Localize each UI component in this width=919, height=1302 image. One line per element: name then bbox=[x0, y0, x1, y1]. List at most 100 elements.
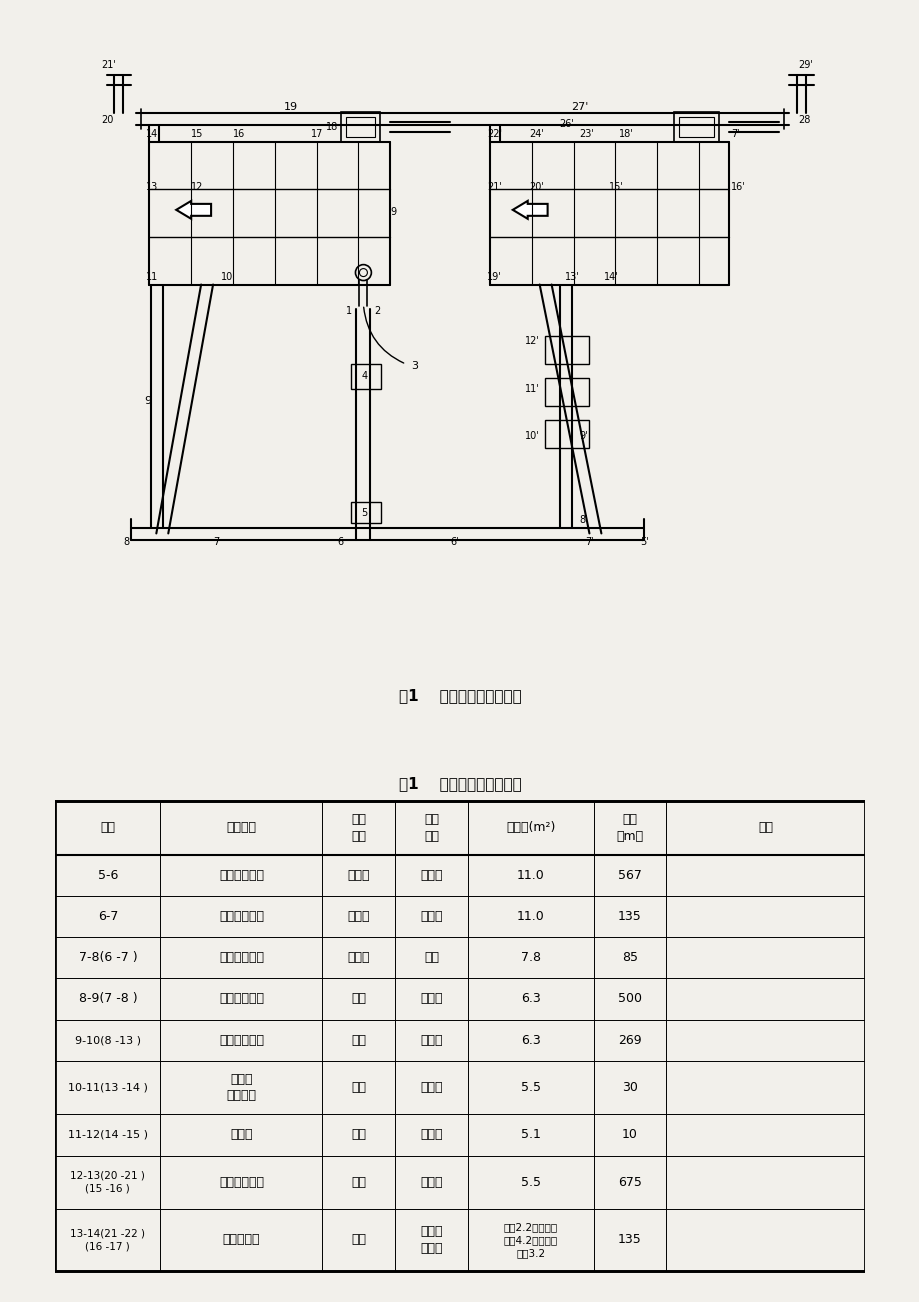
Text: 井巷名称: 井巷名称 bbox=[226, 822, 256, 835]
Text: 5.1: 5.1 bbox=[520, 1129, 540, 1142]
Text: 10': 10' bbox=[525, 431, 539, 441]
Text: 6-7: 6-7 bbox=[97, 910, 118, 923]
Text: 8-9(7 -8 ): 8-9(7 -8 ) bbox=[78, 992, 137, 1005]
Text: 9: 9 bbox=[390, 207, 396, 217]
Text: 断面
形状: 断面 形状 bbox=[351, 812, 366, 842]
Text: 8: 8 bbox=[123, 538, 130, 547]
Text: 梯形: 梯形 bbox=[351, 992, 366, 1005]
Text: 16: 16 bbox=[233, 129, 245, 139]
Text: 18: 18 bbox=[325, 122, 337, 133]
FancyArrow shape bbox=[512, 201, 547, 219]
Text: 11': 11' bbox=[525, 384, 539, 395]
Text: 采高2.2，最大控
顶距4.2，最小控
顶距3.2: 采高2.2，最大控 顶距4.2，最小控 顶距3.2 bbox=[504, 1223, 557, 1258]
Text: 9-10(8 -13 ): 9-10(8 -13 ) bbox=[74, 1035, 141, 1046]
Text: 半圆拱: 半圆拱 bbox=[347, 868, 369, 881]
Text: 煤层运输大巷: 煤层运输大巷 bbox=[219, 910, 264, 923]
Text: 14: 14 bbox=[146, 129, 158, 139]
Text: 工字钢: 工字钢 bbox=[420, 1176, 442, 1189]
Text: 半圆拱: 半圆拱 bbox=[347, 952, 369, 965]
Text: 20': 20' bbox=[529, 182, 544, 191]
Text: 28: 28 bbox=[798, 116, 810, 125]
Text: 梯形: 梯形 bbox=[351, 1129, 366, 1142]
Text: 工字钢: 工字钢 bbox=[420, 992, 442, 1005]
FancyArrow shape bbox=[176, 201, 210, 219]
Text: 梯形: 梯形 bbox=[351, 1081, 366, 1094]
Text: 269: 269 bbox=[618, 1034, 641, 1047]
Text: 7': 7' bbox=[584, 538, 593, 547]
Text: 6': 6' bbox=[450, 538, 459, 547]
Text: 7: 7 bbox=[212, 538, 219, 547]
Text: 675: 675 bbox=[618, 1176, 641, 1189]
Text: 2: 2 bbox=[374, 306, 380, 316]
Text: 5: 5 bbox=[361, 508, 368, 517]
Text: 梯形: 梯形 bbox=[351, 1176, 366, 1189]
Text: 26': 26' bbox=[559, 120, 573, 129]
Text: 27': 27' bbox=[570, 103, 587, 112]
Text: 煤层运输大巷: 煤层运输大巷 bbox=[219, 868, 264, 881]
Text: 13: 13 bbox=[146, 182, 158, 191]
Text: 下区段
回风平巷: 下区段 回风平巷 bbox=[226, 1073, 256, 1103]
Text: 10: 10 bbox=[221, 272, 233, 281]
Text: 备注: 备注 bbox=[757, 822, 772, 835]
Text: 支护
形式: 支护 形式 bbox=[424, 812, 438, 842]
Text: 21': 21' bbox=[101, 60, 117, 70]
Text: 区段运输平巷: 区段运输平巷 bbox=[219, 1176, 264, 1189]
Bar bbox=[351, 501, 381, 523]
Text: 11.0: 11.0 bbox=[516, 868, 544, 881]
Text: 5': 5' bbox=[639, 538, 648, 547]
Text: 料石碹: 料石碹 bbox=[420, 868, 442, 881]
Text: 9: 9 bbox=[144, 396, 152, 406]
Text: 矩形: 矩形 bbox=[351, 1233, 366, 1246]
Text: 表1    井巷尺寸及支护形式: 表1 井巷尺寸及支护形式 bbox=[398, 776, 521, 790]
Text: 表1    井巷尺寸及支护形式: 表1 井巷尺寸及支护形式 bbox=[398, 687, 521, 703]
Text: 19: 19 bbox=[283, 103, 298, 112]
Bar bbox=[340, 112, 380, 142]
Text: 29': 29' bbox=[798, 60, 812, 70]
Bar bbox=[544, 421, 589, 448]
Text: 5.5: 5.5 bbox=[520, 1176, 540, 1189]
Text: 12-13(20 -21 )
(15 -16 ): 12-13(20 -21 ) (15 -16 ) bbox=[71, 1170, 145, 1194]
Text: 6.3: 6.3 bbox=[520, 1034, 540, 1047]
Text: 11-12(14 -15 ): 11-12(14 -15 ) bbox=[68, 1130, 148, 1141]
Text: 20: 20 bbox=[101, 116, 114, 125]
Text: 500: 500 bbox=[618, 992, 641, 1005]
Text: 采区下部车场: 采区下部车场 bbox=[219, 952, 264, 965]
Text: 13-14(21 -22 )
(16 -17 ): 13-14(21 -22 ) (16 -17 ) bbox=[70, 1229, 145, 1251]
Bar bbox=[351, 365, 381, 389]
Text: 5-6: 5-6 bbox=[97, 868, 118, 881]
Text: 6.3: 6.3 bbox=[520, 992, 540, 1005]
Text: 工字钢: 工字钢 bbox=[420, 1081, 442, 1094]
Text: 单体柱
铰接梁: 单体柱 铰接梁 bbox=[420, 1225, 442, 1255]
Text: 长度
（m）: 长度 （m） bbox=[616, 812, 643, 842]
Text: 14': 14' bbox=[604, 272, 618, 281]
Text: 半圆拱: 半圆拱 bbox=[347, 910, 369, 923]
Text: 85: 85 bbox=[621, 952, 637, 965]
Text: 135: 135 bbox=[618, 910, 641, 923]
Text: 16': 16' bbox=[730, 182, 744, 191]
Text: 采煤工作面: 采煤工作面 bbox=[222, 1233, 260, 1246]
Text: 梯形: 梯形 bbox=[351, 1034, 366, 1047]
Text: 13': 13' bbox=[564, 272, 579, 281]
Text: 工字钢: 工字钢 bbox=[420, 1034, 442, 1047]
Text: 7.8: 7.8 bbox=[520, 952, 540, 965]
Text: 9': 9' bbox=[579, 431, 587, 441]
Text: 15': 15' bbox=[608, 182, 624, 191]
Text: 6: 6 bbox=[337, 538, 343, 547]
Text: 7': 7' bbox=[730, 129, 739, 139]
Text: 采区轨道上山: 采区轨道上山 bbox=[219, 1034, 264, 1047]
Text: 12': 12' bbox=[524, 336, 539, 346]
Text: 10-11(13 -14 ): 10-11(13 -14 ) bbox=[68, 1082, 148, 1092]
Text: 7-8(6 -7 ): 7-8(6 -7 ) bbox=[78, 952, 137, 965]
Text: 8': 8' bbox=[579, 516, 587, 526]
Text: 采区轨道上山: 采区轨道上山 bbox=[219, 992, 264, 1005]
Text: 23': 23' bbox=[579, 129, 594, 139]
Text: 22': 22' bbox=[486, 129, 502, 139]
Bar bbox=[678, 117, 713, 137]
Text: 4: 4 bbox=[361, 371, 367, 381]
Text: 木支护: 木支护 bbox=[420, 1129, 442, 1142]
Bar bbox=[674, 112, 718, 142]
Text: 18': 18' bbox=[618, 129, 633, 139]
Text: 锚喷: 锚喷 bbox=[424, 952, 438, 965]
Text: 联络巷: 联络巷 bbox=[230, 1129, 253, 1142]
Text: 17: 17 bbox=[311, 129, 323, 139]
